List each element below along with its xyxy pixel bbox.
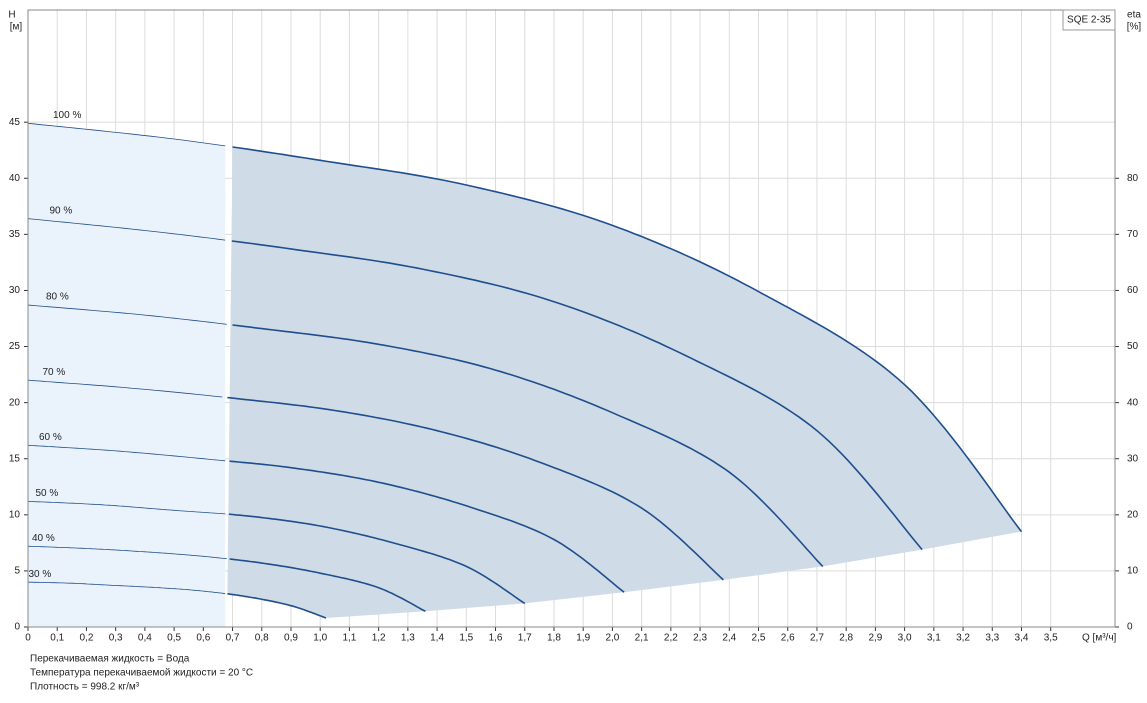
x-tick-label: 3,1	[927, 633, 941, 644]
x-tick-label: 0,9	[284, 633, 298, 644]
x-tick-label: 2,3	[693, 633, 707, 644]
y-tick-label: 5	[14, 566, 20, 577]
curve-thin	[27, 545, 227, 560]
note: Перекачиваемая жидкость = Вода	[30, 654, 190, 665]
y2-tick-label: 50	[1127, 341, 1139, 352]
y2-axis-unit: [%]	[1127, 22, 1142, 33]
operating-area	[227, 147, 1022, 618]
note: Плотность = 998.2 кг/м³	[30, 682, 140, 693]
curve-label: 100 %	[53, 110, 81, 121]
x-tick-label: 0,2	[79, 633, 93, 644]
x-tick-label: 2,7	[810, 633, 824, 644]
x-tick-label: 1,0	[313, 633, 327, 644]
x-tick-label: 1,2	[372, 633, 386, 644]
y2-tick-label: 10	[1127, 566, 1139, 577]
x-tick-label: 0,1	[50, 633, 64, 644]
x-tick-label: 2,1	[635, 633, 649, 644]
y-axis-unit: [м]	[10, 22, 23, 33]
speed-curve	[228, 513, 526, 605]
y-tick-label: 0	[14, 622, 20, 633]
curve-label: 80 %	[46, 292, 69, 303]
curve-label: 50 %	[36, 488, 59, 499]
y2-tick-label: 20	[1127, 509, 1139, 520]
y2-tick-label: 40	[1127, 397, 1139, 408]
y-axis-label: H	[8, 10, 15, 21]
curve-label: 40 %	[32, 533, 55, 544]
y-tick-label: 20	[9, 397, 21, 408]
note: Температура перекачиваемой жидкости = 20…	[30, 668, 253, 679]
speed-curve	[232, 324, 824, 567]
curve-label: 70 %	[43, 367, 66, 378]
x-tick-label: 1,5	[459, 633, 473, 644]
x-tick-label: 2,6	[781, 633, 795, 644]
speed-curve	[229, 460, 625, 593]
x-tick-label: 0,6	[196, 633, 210, 644]
speed-curve	[231, 240, 923, 551]
x-tick-label: 0,8	[255, 633, 269, 644]
speed-curve	[229, 558, 426, 613]
x-tick-label: 2,0	[605, 633, 619, 644]
x-tick-label: 1,6	[489, 633, 503, 644]
x-tick-label: 3,0	[898, 633, 912, 644]
x-tick-label: 3,3	[985, 633, 999, 644]
x-tick-label: 0,7	[226, 633, 240, 644]
curve-label: 60 %	[39, 432, 62, 443]
y-tick-label: 25	[9, 341, 21, 352]
speed-curve	[232, 146, 1023, 533]
y2-tick-label: 70	[1127, 229, 1139, 240]
x-tick-label: 2,4	[722, 633, 736, 644]
y2-tick-label: 30	[1127, 453, 1139, 464]
curve-thin	[27, 122, 226, 147]
plot-frame	[27, 9, 1116, 628]
x-tick-label: 2,8	[839, 633, 853, 644]
x-tick-label: 0	[25, 633, 31, 644]
curve-thin	[27, 444, 226, 462]
x-tick-label: 3,4	[1015, 633, 1029, 644]
curve-label: 90 %	[50, 205, 73, 216]
curve-thin	[27, 304, 227, 325]
y-tick-label: 45	[9, 117, 21, 128]
x-tick-label: 0,4	[138, 633, 152, 644]
x-tick-label: 1,1	[342, 633, 356, 644]
x-tick-label: 1,8	[547, 633, 561, 644]
x-tick-label: 2,9	[868, 633, 882, 644]
y2-tick-label: 0	[1127, 622, 1133, 633]
x-axis-label: Q [м³/ч]	[1082, 633, 1117, 644]
curve-label: 30 %	[29, 569, 52, 580]
y2-axis-label: eta	[1127, 10, 1141, 21]
y-tick-label: 30	[9, 285, 21, 296]
y-tick-label: 10	[9, 509, 21, 520]
y2-tick-label: 60	[1127, 285, 1139, 296]
x-tick-label: 1,4	[430, 633, 444, 644]
curve-thin	[27, 379, 223, 398]
curve-thin	[28, 501, 226, 515]
x-tick-label: 2,2	[664, 633, 678, 644]
x-tick-label: 1,3	[401, 633, 415, 644]
chart-title: SQE 2-35	[1067, 15, 1111, 26]
x-tick-label: 3,2	[956, 633, 970, 644]
x-tick-label: 2,5	[752, 633, 766, 644]
x-tick-label: 3,5	[1044, 633, 1058, 644]
title-box	[1062, 9, 1116, 31]
x-tick-label: 0,5	[167, 633, 181, 644]
min-flow-area	[28, 123, 226, 628]
x-tick-label: 1,9	[576, 633, 590, 644]
y-tick-label: 15	[9, 453, 21, 464]
y-tick-label: 35	[9, 229, 21, 240]
x-tick-label: 0,3	[109, 633, 123, 644]
y-tick-label: 40	[9, 173, 21, 184]
curve-thin	[27, 581, 226, 594]
speed-curve	[227, 396, 724, 581]
curve-thin	[27, 218, 226, 241]
x-tick-label: 1,7	[518, 633, 532, 644]
y2-tick-label: 80	[1127, 173, 1139, 184]
speed-curve	[227, 593, 327, 619]
